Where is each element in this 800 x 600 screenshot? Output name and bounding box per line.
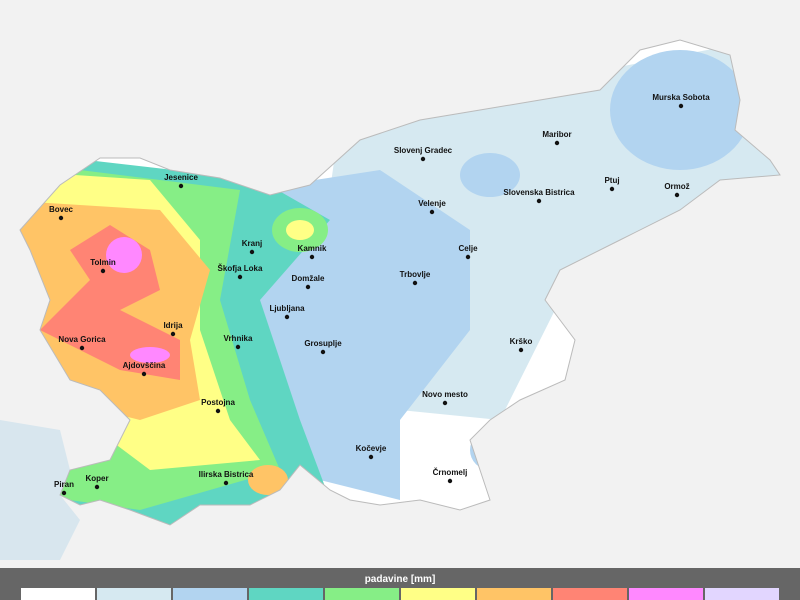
city-dot [249,249,255,255]
city-dot [100,268,106,274]
legend-swatch [705,588,779,600]
city-label: Ptuj [604,176,619,185]
city-dot [58,215,64,221]
city-label: Nova Gorica [58,335,106,344]
city-label: Ljubljana [269,304,305,313]
city-label: Koper [85,474,108,483]
legend-swatches [21,588,779,600]
cities: Murska Sobota Maribor Slovenj Gradec Ptuj Or… [49,93,710,496]
city-label: Kočevje [356,444,387,453]
legend-swatch [553,588,627,600]
city-dot [170,331,176,337]
city-dot [536,198,542,204]
city-label: Slovenj Gradec [394,146,453,155]
city-dot [368,454,374,460]
city-label: Piran [54,480,74,489]
city-label: Jesenice [164,173,198,182]
city-label: Bovec [49,205,74,214]
city-label: Idrija [163,321,183,330]
city-dot [305,284,311,290]
city-dot [674,192,680,198]
sea [0,420,80,560]
city-label: Maribor [542,130,571,139]
city-label: Ilirska Bistrica [199,470,254,479]
legend-swatch [325,588,399,600]
city-dot [609,186,615,192]
city-label: Domžale [292,274,325,283]
city-label: Ormož [664,182,689,191]
city-label: Postojna [201,398,235,407]
city-label: Velenje [418,199,446,208]
city-dot [215,408,221,414]
city-dot [420,156,426,162]
city-dot [141,371,147,377]
city-label: Celje [458,244,478,253]
city-label: Slovenska Bistrica [503,188,575,197]
city-label: Novo mesto [422,390,468,399]
city-dot [237,274,243,280]
city-dot [678,103,684,109]
city-dot [412,280,418,286]
city-label: Črnomelj [433,468,468,477]
city-dot [94,484,100,490]
legend-title: padavine [mm] [365,574,436,585]
city-dot [465,254,471,260]
city-dot [442,400,448,406]
legend-swatch [401,588,475,600]
city-dot [235,344,241,350]
city-dot [429,209,435,215]
city-dot [518,347,524,353]
city-dot [284,314,290,320]
city-dot [223,480,229,486]
legend-swatch [629,588,703,600]
legend-swatch [97,588,171,600]
city-label: Krško [510,337,533,346]
city-label: Kranj [242,239,262,248]
city-label: Murska Sobota [652,93,710,102]
city-label: Vrhnika [224,334,253,343]
city-dot [61,490,67,496]
city-label: Grosuplje [304,339,342,348]
city-label: Ajdovščina [123,361,166,370]
legend-swatch [477,588,551,600]
city-label: Kamnik [298,244,327,253]
city-dot [178,183,184,189]
city-label: Tolmin [90,258,116,267]
city-dot [79,345,85,351]
city-label: Trbovlje [400,270,431,279]
city-dot [309,254,315,260]
legend-swatch [173,588,247,600]
city-label: Škofja Loka [218,264,263,273]
city-dot [320,349,326,355]
city-dot [447,478,453,484]
legend-swatch [21,588,95,600]
city-dot [554,140,560,146]
legend-swatch [249,588,323,600]
